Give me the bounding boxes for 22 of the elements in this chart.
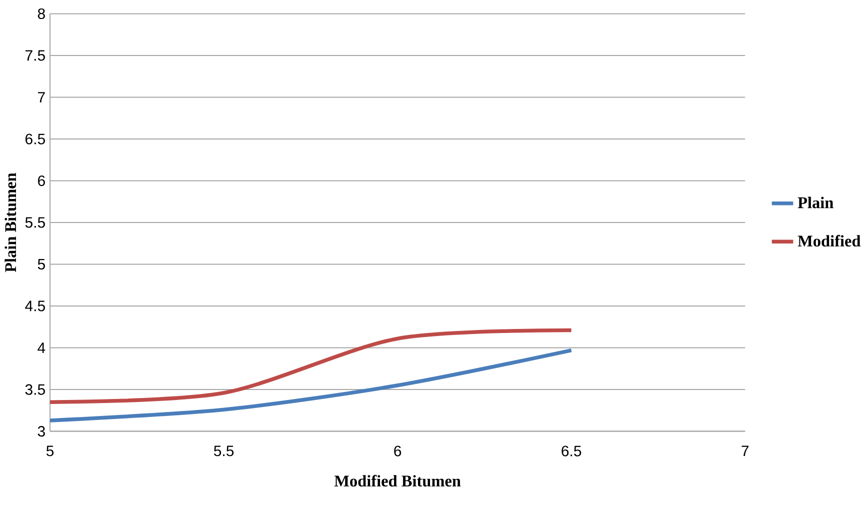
- y-tick-label: 5: [38, 259, 45, 270]
- x-tick-label: 5.5: [214, 446, 234, 456]
- y-tick-label: 6.5: [26, 134, 45, 144]
- x-tick-label: 6.5: [562, 446, 582, 456]
- x-tick-label: 6: [394, 446, 402, 456]
- y-tick-label: 4.5: [25, 300, 45, 312]
- legend-label: Modified: [798, 235, 861, 247]
- y-tick-label: 5.5: [25, 217, 45, 228]
- x-tick-label: 5: [46, 446, 54, 456]
- y-tick-label: 8: [38, 8, 45, 20]
- y-tick-label: 7.5: [26, 50, 45, 61]
- y-tick-label: 7: [38, 92, 45, 103]
- y-tick-label: 6: [38, 176, 45, 186]
- y-tick-label: 3: [38, 426, 45, 437]
- x-axis-title: Modified Bitumen: [334, 475, 461, 487]
- y-axis-title: Plain Bitumen: [4, 172, 16, 272]
- legend-label: Plain: [798, 196, 834, 208]
- y-tick-label: 3.5: [25, 384, 45, 395]
- line-series: [50, 328, 574, 404]
- line-series: [50, 348, 574, 422]
- y-tick-label: 4: [38, 342, 46, 354]
- x-tick-label: 7: [742, 446, 749, 456]
